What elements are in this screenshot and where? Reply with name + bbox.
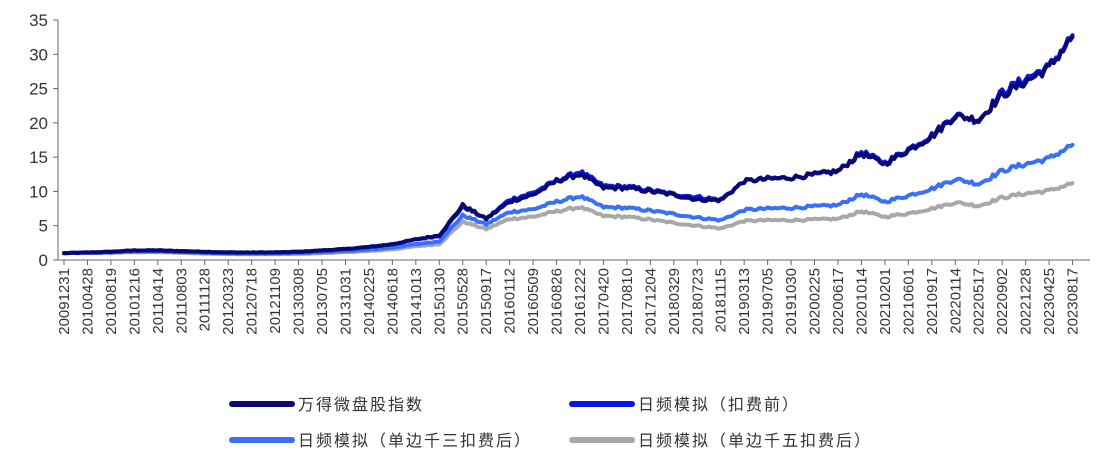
y-tick-label: 35 (29, 11, 48, 30)
x-tick-label: 20210917 (924, 268, 941, 335)
x-tick-label: 20170420 (595, 268, 612, 335)
x-tick-label: 20160826 (549, 268, 566, 335)
series-line (62, 35, 1075, 256)
y-tick-label: 20 (29, 114, 48, 133)
x-tick-label: 20210201 (877, 268, 894, 335)
series-line (62, 142, 1075, 256)
x-tick-label: 20141013 (408, 268, 425, 335)
x-tick-label: 20220902 (994, 268, 1011, 335)
x-tick-label: 20131031 (337, 268, 354, 335)
x-tick-label: 20160112 (502, 268, 519, 334)
x-tick-label: 20190705 (760, 268, 777, 335)
x-tick-label: 20171204 (642, 268, 659, 335)
x-tick-label: 20160509 (525, 268, 542, 335)
x-tick-label: 20150917 (478, 268, 495, 335)
y-tick-label: 15 (29, 148, 48, 167)
x-tick-label: 20140618 (384, 268, 401, 335)
x-tick-label: 20140225 (361, 268, 378, 335)
y-tick-label: 0 (39, 251, 48, 270)
y-tick-label: 30 (29, 45, 48, 64)
x-tick-label: 20150528 (455, 268, 472, 335)
legend-label: 日频模拟（单边千三扣费后） (298, 431, 532, 450)
x-tick-label: 20091231 (56, 268, 73, 335)
x-tick-label: 20190313 (736, 268, 753, 335)
legend: 万得微盘股指数 日频模拟（扣费前） 日频模拟（单边千三扣费后） 日频模拟（单边千五扣费… (229, 395, 872, 450)
x-tick-label: 20181115 (713, 268, 730, 333)
x-tick-label: 20130705 (314, 268, 331, 335)
x-tick-label: 20150130 (431, 268, 448, 335)
x-tick-label: 20220114 (947, 268, 964, 334)
x-tick-label: 20100428 (79, 268, 96, 335)
x-tick-label: 20230817 (1065, 268, 1082, 335)
legend-label: 万得微盘股指数 (298, 395, 424, 414)
x-tick-label: 20111128 (197, 268, 214, 331)
x-tick-label: 20230425 (1041, 268, 1058, 335)
x-tick-label: 20210601 (900, 268, 917, 335)
x-tick-label: 20221228 (1018, 268, 1035, 335)
x-tick-label: 20100819 (103, 268, 120, 335)
x-tick-label: 20170810 (619, 268, 636, 335)
x-tick-label: 20200617 (830, 268, 847, 335)
y-tick-label: 5 (39, 217, 48, 236)
x-tick-label: 20121109 (267, 268, 284, 334)
x-tick-label: 20161222 (572, 268, 589, 335)
x-tick-label: 20220517 (971, 268, 988, 335)
series-layer (62, 33, 1075, 257)
y-tick-label: 10 (29, 182, 48, 201)
x-tick-label: 20120323 (220, 268, 237, 335)
x-tick-label: 20101216 (126, 268, 143, 335)
x-tick-label: 20200225 (807, 268, 824, 335)
y-tick-label: 25 (29, 80, 48, 99)
x-tick-label: 20191030 (783, 268, 800, 335)
legend-label: 日频模拟（扣费前） (638, 395, 800, 414)
x-tick-label: 20130308 (291, 268, 308, 335)
axes: 0 5 10 15 20 25 30 35 20091231 20100428 20100819 20… (29, 11, 1090, 335)
x-tick-label: 20201014 (853, 268, 870, 335)
x-tick-label: 20180329 (666, 268, 683, 335)
x-tick-label: 20120718 (244, 268, 261, 335)
legend-label: 日频模拟（单边千五扣费后） (638, 431, 872, 450)
x-tick-label: 20180723 (689, 268, 706, 335)
x-tick-label: 20110803 (173, 268, 190, 334)
x-tick-label: 20110414 (150, 268, 167, 334)
